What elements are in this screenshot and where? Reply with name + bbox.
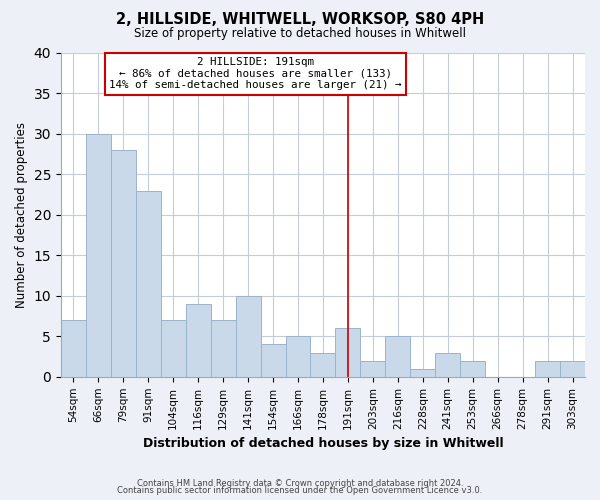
Bar [460,360,485,377]
Bar [111,150,136,377]
Bar [61,320,86,377]
Bar [236,296,260,377]
X-axis label: Distribution of detached houses by size in Whitwell: Distribution of detached houses by size … [143,437,503,450]
Bar [310,352,335,377]
Text: 2, HILLSIDE, WHITWELL, WORKSOP, S80 4PH: 2, HILLSIDE, WHITWELL, WORKSOP, S80 4PH [116,12,484,28]
Bar [136,190,161,377]
Bar [211,320,236,377]
Text: Contains public sector information licensed under the Open Government Licence v3: Contains public sector information licen… [118,486,482,495]
Text: 2 HILLSIDE: 191sqm
← 86% of detached houses are smaller (133)
14% of semi-detach: 2 HILLSIDE: 191sqm ← 86% of detached hou… [109,57,402,90]
Bar [361,360,385,377]
Bar [161,320,185,377]
Bar [260,344,286,377]
Text: Size of property relative to detached houses in Whitwell: Size of property relative to detached ho… [134,28,466,40]
Bar [385,336,410,377]
Bar [560,360,585,377]
Bar [410,368,435,377]
Bar [185,304,211,377]
Bar [86,134,111,377]
Y-axis label: Number of detached properties: Number of detached properties [15,122,28,308]
Bar [286,336,310,377]
Bar [435,352,460,377]
Bar [535,360,560,377]
Text: Contains HM Land Registry data © Crown copyright and database right 2024.: Contains HM Land Registry data © Crown c… [137,478,463,488]
Bar [335,328,361,377]
